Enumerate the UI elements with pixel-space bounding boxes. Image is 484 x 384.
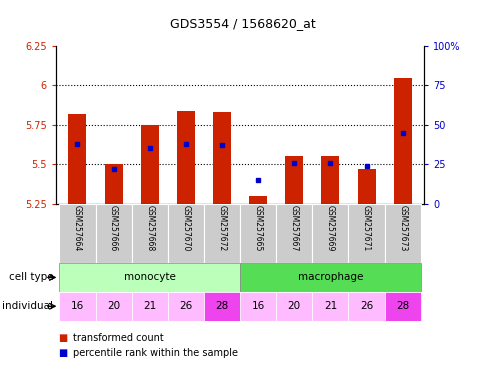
Bar [131,292,167,321]
Text: GDS3554 / 1568620_at: GDS3554 / 1568620_at [169,17,315,30]
Bar [357,169,375,204]
Bar [167,204,203,263]
Text: GSM257666: GSM257666 [109,205,118,252]
Text: GSM257672: GSM257672 [217,205,226,252]
Bar [68,114,86,204]
Text: GSM257670: GSM257670 [181,205,190,252]
Bar [131,204,167,263]
Text: 20: 20 [287,301,300,311]
Bar [249,196,267,204]
Text: GSM257673: GSM257673 [397,205,407,252]
Text: GSM257667: GSM257667 [289,205,298,252]
Text: ■: ■ [58,348,67,358]
Text: 26: 26 [179,301,192,311]
Text: 20: 20 [107,301,120,311]
Text: macrophage: macrophage [297,272,363,283]
Text: 16: 16 [251,301,264,311]
Bar [240,204,276,263]
Text: GSM257669: GSM257669 [325,205,334,252]
Bar [240,292,276,321]
Bar [312,292,348,321]
Bar [59,204,95,263]
Bar [212,112,230,204]
Text: 21: 21 [323,301,336,311]
Text: individual: individual [2,301,53,311]
Text: GSM257665: GSM257665 [253,205,262,252]
Text: percentile rank within the sample: percentile rank within the sample [73,348,237,358]
Bar [59,292,95,321]
Bar [348,292,384,321]
Bar [140,125,158,204]
Text: 26: 26 [359,301,372,311]
Bar [393,78,411,204]
Text: GSM257671: GSM257671 [362,205,370,252]
Text: monocyte: monocyte [123,272,175,283]
Bar [312,204,348,263]
Bar [59,263,240,292]
Bar [321,156,339,204]
Bar [285,156,302,204]
Text: transformed count: transformed count [73,333,163,343]
Bar [384,292,420,321]
Bar [276,204,312,263]
Text: GSM257664: GSM257664 [73,205,82,252]
Bar [167,292,203,321]
Bar [95,204,131,263]
Text: 16: 16 [71,301,84,311]
Bar [240,263,420,292]
Text: 21: 21 [143,301,156,311]
Bar [203,292,240,321]
Bar [384,204,420,263]
Text: cell type: cell type [9,272,53,283]
Text: GSM257668: GSM257668 [145,205,154,252]
Text: ■: ■ [58,333,67,343]
Bar [95,292,131,321]
Bar [348,204,384,263]
Bar [203,204,240,263]
Text: 28: 28 [215,301,228,311]
Bar [177,111,195,204]
Bar [105,164,122,204]
Text: 28: 28 [395,301,408,311]
Bar [276,292,312,321]
